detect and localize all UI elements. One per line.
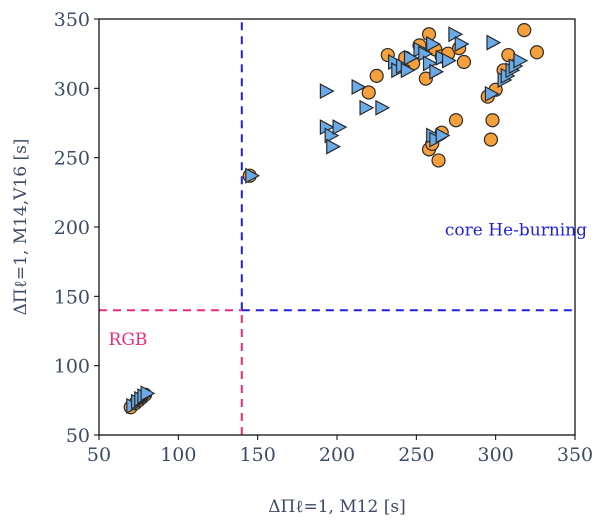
triangle-point (351, 78, 367, 95)
triangle-point (435, 127, 451, 144)
plot-frame (98, 18, 576, 436)
x-tick-label: 100 (160, 444, 196, 466)
triangle-point (403, 49, 419, 66)
triangle-point (484, 85, 500, 102)
triangle-point (332, 119, 348, 136)
reference-lines (99, 19, 575, 435)
x-axis-label: ΔΠℓ=1, M12 [s] (268, 497, 406, 517)
circle-point (501, 47, 516, 63)
y-axis-label: ΔΠℓ=1, M14,V16 [s] (11, 139, 31, 316)
triangle-point (326, 138, 342, 155)
circle-point (483, 132, 499, 147)
triangle-point (400, 62, 416, 79)
circle-point (418, 71, 433, 86)
triangle-point (441, 52, 457, 69)
data-points (123, 22, 545, 415)
y-tick-label: 350 (54, 9, 90, 31)
triangle-point (486, 34, 502, 51)
circle-point (456, 54, 472, 70)
triangle-point (319, 83, 335, 100)
axis-ticks: 50 100 150 200 250 300 350 50 100 150 200 250 300 350 (54, 9, 593, 466)
circle-point (448, 113, 464, 128)
y-tick-label: 250 (54, 148, 90, 170)
circle-point (361, 85, 376, 100)
triangle-point (324, 127, 340, 144)
circle-point (517, 22, 532, 38)
circle-point (529, 45, 545, 60)
y-tick-label: 200 (54, 217, 90, 239)
triangle-point (245, 167, 261, 184)
triangle-point (375, 99, 391, 116)
x-tick-label: 250 (398, 444, 434, 466)
circle-point (485, 113, 500, 128)
circle-point (369, 68, 384, 83)
circle-point (431, 153, 446, 168)
y-tick-label: 300 (54, 78, 90, 100)
y-tick-label: 150 (54, 286, 90, 308)
y-tick-label: 50 (66, 425, 90, 447)
annotation-label: core He-burning (445, 220, 587, 240)
triangle-point (513, 52, 529, 69)
x-tick-label: 50 (87, 444, 111, 466)
x-tick-label: 300 (478, 444, 514, 466)
annotation-label: RGB (109, 330, 148, 350)
x-tick-label: 350 (557, 444, 593, 466)
annotations: core He-burning RGB (109, 220, 588, 350)
y-tick-label: 100 (54, 356, 90, 378)
triangle-point (426, 35, 441, 52)
triangle-point (140, 385, 156, 402)
triangle-point (454, 35, 470, 52)
x-tick-label: 150 (240, 444, 276, 466)
triangle-point (429, 63, 445, 80)
triangle-point (359, 99, 375, 116)
x-tick-label: 200 (319, 444, 355, 466)
